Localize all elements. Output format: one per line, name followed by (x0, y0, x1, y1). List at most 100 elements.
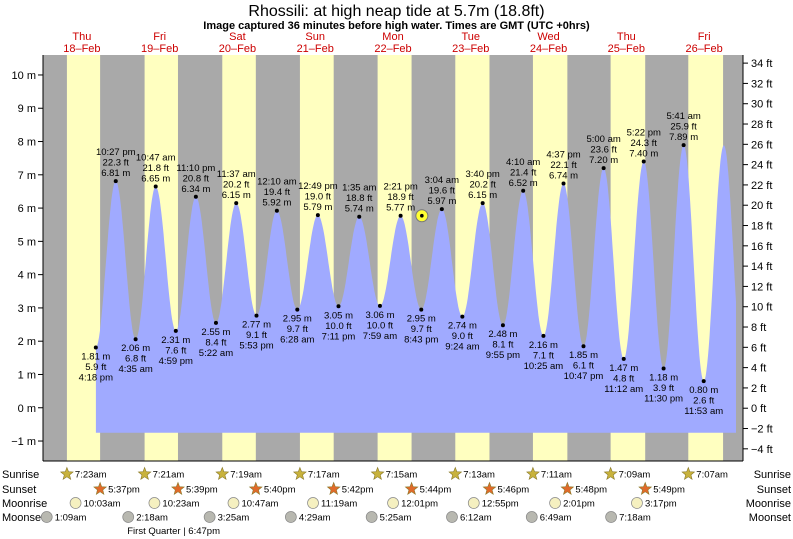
high-tide-feet: 19.4 ft (264, 187, 291, 198)
high-tide-metres: 5.79 m (303, 202, 332, 213)
tide-point (113, 179, 118, 184)
tide-point (541, 333, 546, 338)
sunrise-time: 7:23am (75, 470, 107, 481)
day-labels: Thu18–FebFri19–FebSat20–FebSun21–FebMon2… (63, 31, 723, 55)
sunset-time: 5:39pm (186, 485, 218, 496)
low-tide-time: 7:11 pm (322, 331, 356, 342)
high-tide-time: 1:35 am (342, 183, 376, 194)
moonrise-time: 10:23am (162, 499, 199, 510)
moonrise-icon (148, 497, 161, 509)
high-tide-time: 2:21 pm (383, 182, 417, 193)
high-tide-time: 4:10 am (506, 157, 540, 168)
low-tide-feet: 7.1 ft (533, 350, 554, 361)
tide-point (315, 213, 320, 218)
sunrise-icon (59, 466, 74, 480)
high-tide-time: 4:37 pm (546, 149, 580, 160)
high-tide-time: 10:47 am (136, 152, 176, 163)
moonrise-time: 12:55pm (482, 499, 519, 510)
sunset-icon (404, 481, 419, 495)
moonrise-time: 12:01pm (401, 499, 438, 510)
sunrise-time: 7:11am (541, 470, 572, 481)
high-tide-metres: 6.52 m (509, 178, 538, 189)
low-tide-metres: 1.81 m (81, 352, 110, 363)
day-date: 21–Feb (297, 43, 334, 55)
moon-phase-label: First Quarter | 6:47pm (127, 526, 220, 537)
moonrise-icon (549, 497, 561, 509)
day-date: 18–Feb (63, 43, 100, 55)
tide-point (581, 344, 586, 349)
tide-point (193, 194, 198, 199)
y-tick-label-m: 10 m (12, 70, 36, 82)
sunset-icon (482, 481, 497, 495)
moonrise-icon (467, 497, 480, 509)
sunset-icon (248, 481, 263, 495)
high-tide-feet: 19.0 ft (305, 192, 332, 203)
low-tide-time: 5:53 pm (239, 341, 273, 352)
moonrise-icon (387, 497, 399, 509)
moonset-label-left: Moonset (2, 512, 44, 524)
sunrise-label-left: Sunrise (2, 469, 39, 481)
sunrise-icon (603, 466, 618, 480)
tide-point (153, 184, 158, 189)
tide-point (681, 143, 686, 148)
y-tick-label-ft: 10 ft (751, 302, 772, 314)
high-tide-feet: 22.1 ft (550, 160, 577, 171)
chart-subtitle: Image captured 36 minutes before high wa… (203, 20, 590, 32)
moonset-label-right: Moonset (749, 512, 791, 524)
y-tick-label-m: 7 m (18, 170, 36, 182)
sunrise-icon (370, 466, 385, 480)
high-tide-feet: 18.8 ft (346, 193, 373, 204)
day-date: 20–Feb (219, 43, 256, 55)
tide-point (701, 379, 706, 384)
low-tide-metres: 2.95 m (407, 314, 436, 325)
moonset-icon (365, 511, 378, 523)
y-tick-label-m: 8 m (18, 137, 36, 149)
moonset-time: 2:18am (136, 513, 168, 524)
sunrise-time: 7:21am (153, 470, 185, 481)
sunset-time: 5:42pm (342, 485, 374, 496)
low-tide-time: 10:25 am (524, 361, 564, 372)
moonset-time: 7:18am (619, 513, 651, 524)
low-tide-metres: 2.77 m (242, 320, 271, 331)
low-tide-feet: 4.8 ft (613, 373, 634, 384)
tide-point (274, 208, 279, 213)
day-name: Fri (153, 31, 166, 43)
y-tick-label-m: 9 m (18, 103, 36, 115)
moonset-icon (285, 511, 297, 523)
y-tick-label-m: 3 m (18, 303, 36, 315)
moonrise-icon (307, 497, 319, 509)
sunset-label-right: Sunset (757, 484, 791, 496)
daylight-band (66, 55, 101, 461)
moonrise-label-left: Moonrise (2, 498, 47, 510)
day-name: Thu (617, 31, 636, 43)
low-tide-feet: 3.9 ft (653, 383, 674, 394)
y-tick-label-m: 0 m (18, 403, 36, 415)
tide-point (480, 201, 485, 206)
moonset-icon (203, 511, 216, 523)
tide-point (601, 166, 606, 171)
high-tide-time: 12:49 pm (298, 181, 338, 192)
sunrise-time: 7:07am (696, 470, 728, 481)
low-tide-feet: 10.0 ft (325, 321, 352, 332)
right-axis: −4 ft −2 ft 0 ft 2 ft 4 ft 6 ft 8 ft 10 ft 12 ft… (742, 55, 773, 461)
y-tick-label-ft: 4 ft (751, 363, 766, 375)
day-date: 26–Feb (685, 43, 722, 55)
y-tick-label-ft: −2 ft (751, 424, 773, 436)
high-tide-feet: 21.4 ft (510, 167, 537, 178)
tide-point (377, 303, 382, 308)
y-tick-label-ft: 24 ft (751, 160, 772, 172)
day-name: Tue (462, 31, 481, 43)
tide-point (500, 323, 505, 328)
moonrise-icon (631, 497, 643, 509)
low-tide-feet: 9.7 ft (411, 324, 432, 335)
low-tide-time: 4:35 am (118, 364, 152, 375)
low-tide-time: 8:43 pm (404, 335, 438, 346)
sunset-icon (93, 481, 108, 495)
day-name: Mon (382, 31, 403, 43)
y-tick-label-m: 5 m (18, 236, 36, 248)
high-tide-feet: 21.8 ft (143, 163, 170, 174)
day-name: Sun (305, 31, 325, 43)
high-tide-time: 3:04 am (425, 175, 459, 186)
current-tide-dot (420, 213, 424, 218)
